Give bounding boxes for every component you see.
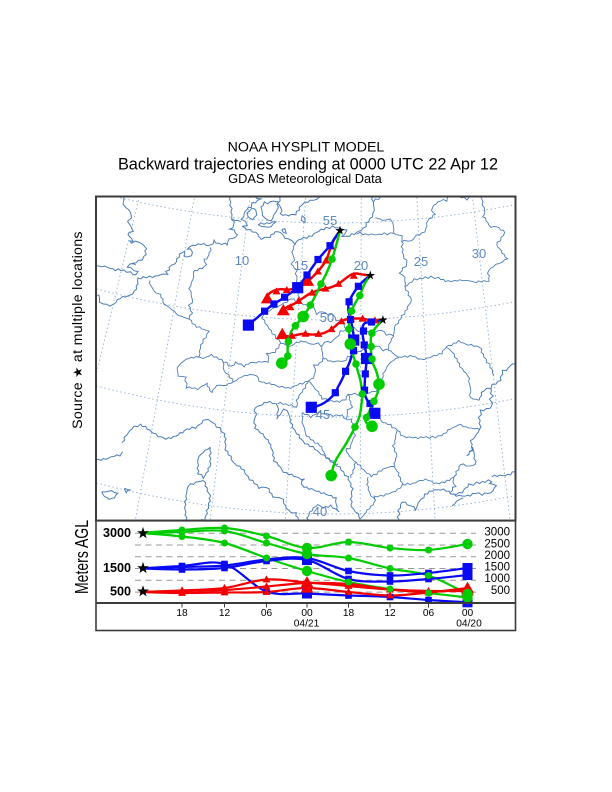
svg-text:06: 06 — [261, 608, 273, 619]
svg-text:1000: 1000 — [484, 573, 510, 585]
svg-text:2500: 2500 — [484, 538, 510, 550]
svg-text:18: 18 — [176, 608, 188, 619]
svg-text:55: 55 — [323, 213, 337, 228]
svg-text:1500: 1500 — [103, 561, 131, 575]
svg-text:Source ★ at multiple location: Source ★ at multiple locations — [70, 231, 86, 429]
svg-text:30: 30 — [472, 246, 486, 261]
svg-text:18: 18 — [343, 608, 355, 619]
svg-text:1500: 1500 — [484, 562, 510, 574]
svg-text:50: 50 — [320, 310, 334, 325]
svg-text:00: 00 — [462, 608, 474, 619]
svg-text:Backward trajectories ending a: Backward trajectories ending at 0000 UTC… — [118, 156, 498, 174]
svg-text:NOAA HYSPLIT MODEL: NOAA HYSPLIT MODEL — [228, 140, 385, 156]
svg-text:20: 20 — [354, 258, 368, 273]
svg-text:04/21: 04/21 — [294, 619, 320, 630]
svg-text:Meters AGL: Meters AGL — [71, 520, 92, 594]
svg-text:12: 12 — [219, 608, 231, 619]
svg-text:3000: 3000 — [103, 526, 131, 540]
svg-text:45: 45 — [316, 407, 330, 422]
svg-text:3000: 3000 — [484, 527, 510, 539]
svg-text:500: 500 — [491, 585, 510, 597]
svg-text:GDAS Meteorological Data: GDAS Meteorological Data — [228, 171, 383, 186]
svg-text:12: 12 — [384, 608, 396, 619]
svg-text:15: 15 — [294, 258, 308, 273]
svg-text:500: 500 — [110, 584, 131, 598]
svg-text:2000: 2000 — [484, 550, 510, 562]
svg-text:04/20: 04/20 — [456, 619, 482, 630]
svg-text:25: 25 — [414, 254, 428, 269]
svg-text:06: 06 — [423, 608, 435, 619]
svg-text:10: 10 — [235, 253, 249, 268]
svg-text:00: 00 — [301, 608, 313, 619]
